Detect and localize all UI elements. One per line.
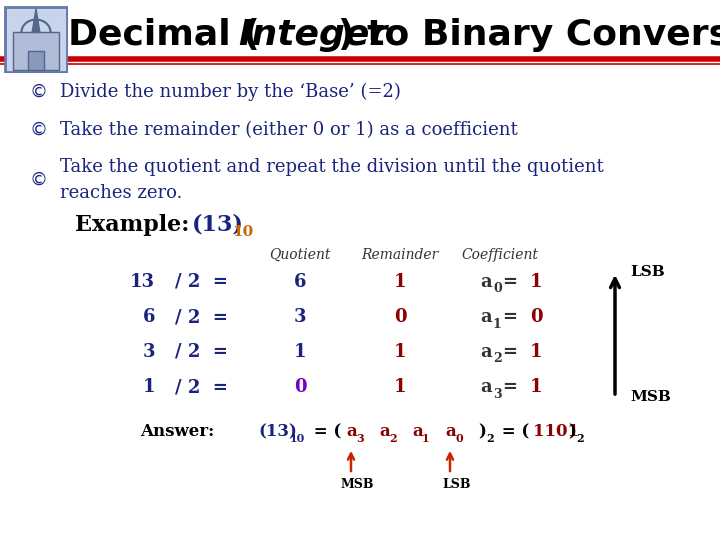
Text: 1: 1 [530,273,542,291]
Text: ): ) [568,423,576,441]
Bar [14,32,59,70]
Text: Divide the number by the ‘Base’ (=2): Divide the number by the ‘Base’ (=2) [60,83,401,101]
Text: a: a [379,423,390,441]
Text: 3: 3 [356,433,364,443]
Text: LSB: LSB [442,477,470,490]
Text: ) to Binary Conversion: ) to Binary Conversion [338,18,720,52]
Text: Remainder: Remainder [361,248,438,262]
Text: 2: 2 [486,433,494,443]
Text: 6: 6 [294,273,306,291]
Text: Answer:: Answer: [140,423,215,441]
Text: a: a [445,423,456,441]
Text: =: = [503,343,518,361]
Text: =: = [503,273,518,291]
Text: / 2  =: / 2 = [175,308,228,326]
Text: a: a [480,343,492,361]
Text: a: a [480,378,492,396]
Text: = (: = ( [308,423,341,441]
Text: =: = [503,308,518,326]
Text: Quotient: Quotient [269,248,330,262]
Text: a: a [480,273,492,291]
Text: 3: 3 [143,343,155,361]
Text: / 2  =: / 2 = [175,343,228,361]
Text: ©: © [30,171,48,189]
Text: 0: 0 [294,378,306,396]
Text: (13): (13) [258,423,297,441]
Text: / 2  =: / 2 = [175,378,228,396]
Text: 0: 0 [394,308,406,326]
Text: 10: 10 [290,433,305,443]
Polygon shape [32,9,40,32]
Text: Decimal (: Decimal ( [68,18,260,52]
Text: 13: 13 [130,273,155,291]
Text: 0: 0 [493,282,502,295]
Text: MSB: MSB [341,477,374,490]
Text: / 2  =: / 2 = [175,273,228,291]
Text: ): ) [478,423,486,441]
Text: 3: 3 [493,388,502,401]
Text: 1: 1 [530,378,542,396]
Text: 0: 0 [455,433,463,443]
Text: a: a [480,308,492,326]
Text: 1: 1 [394,343,406,361]
Text: (13): (13) [192,214,244,236]
Text: MSB: MSB [630,390,671,404]
Text: 6: 6 [143,308,155,326]
Text: 1: 1 [394,273,406,291]
Text: 2: 2 [576,433,584,443]
Text: ©: © [30,121,48,139]
Text: 1: 1 [493,318,502,330]
Text: Example:: Example: [75,214,197,236]
Text: Coefficient: Coefficient [462,248,539,262]
Text: LSB: LSB [630,265,665,279]
Text: 1: 1 [294,343,306,361]
Text: =: = [503,378,518,396]
Text: a: a [412,423,423,441]
Text: Take the quotient and repeat the division until the quotient
reaches zero.: Take the quotient and repeat the divisio… [60,159,604,201]
FancyBboxPatch shape [5,6,67,71]
Text: Integer: Integer [238,18,387,52]
Bar [28,51,44,70]
Text: = (: = ( [496,423,529,441]
Text: 1: 1 [530,343,542,361]
Text: 1: 1 [422,433,430,443]
Text: 3: 3 [294,308,306,326]
Text: ©: © [30,83,48,101]
Text: 2: 2 [389,433,397,443]
Text: 2: 2 [493,353,502,366]
Text: a: a [346,423,356,441]
Text: 0: 0 [530,308,543,326]
Text: 1: 1 [394,378,406,396]
Text: Take the remainder (either 0 or 1) as a coefficient: Take the remainder (either 0 or 1) as a … [60,121,518,139]
Text: 1101: 1101 [533,423,579,441]
Text: 10: 10 [232,225,253,239]
Text: 1: 1 [143,378,155,396]
